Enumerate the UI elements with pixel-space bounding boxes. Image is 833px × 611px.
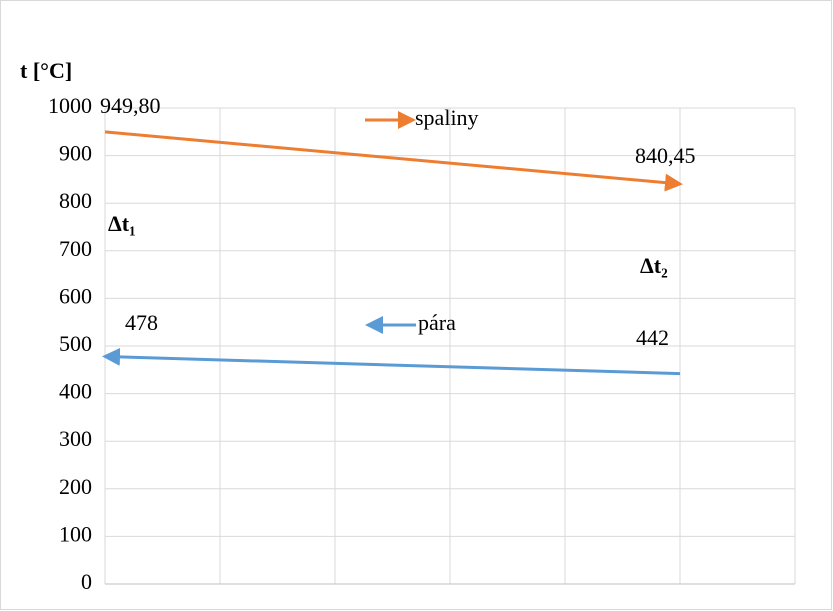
y-tick-label: 800 [59, 188, 92, 213]
data-label: 840,45 [635, 143, 696, 168]
y-tick-label: 0 [81, 569, 92, 594]
y-tick-label: 900 [59, 141, 92, 166]
data-label: 949,80 [100, 93, 161, 118]
grid [104, 107, 796, 585]
y-tick-label: 400 [59, 379, 92, 404]
legend-label: pára [418, 310, 456, 335]
plot [102, 130, 683, 376]
annotation: Δt₂ [640, 253, 668, 278]
annotation: Δt₁ [108, 211, 136, 236]
data-label: 478 [125, 310, 158, 335]
data-label: 442 [636, 325, 669, 350]
y-tick-label: 700 [59, 236, 92, 261]
y-tick-label: 600 [59, 283, 92, 308]
y-tick-label: 300 [59, 426, 92, 451]
y-tick-label: 200 [59, 474, 92, 499]
series-line [104, 130, 683, 192]
legend-label: spaliny [415, 105, 479, 130]
y-tick-label: 1000 [48, 93, 92, 118]
series-line [102, 347, 681, 376]
y-tick-label: 100 [59, 521, 92, 546]
y-tick-label: 500 [59, 331, 92, 356]
y-axis-title: t [°C] [20, 58, 72, 83]
